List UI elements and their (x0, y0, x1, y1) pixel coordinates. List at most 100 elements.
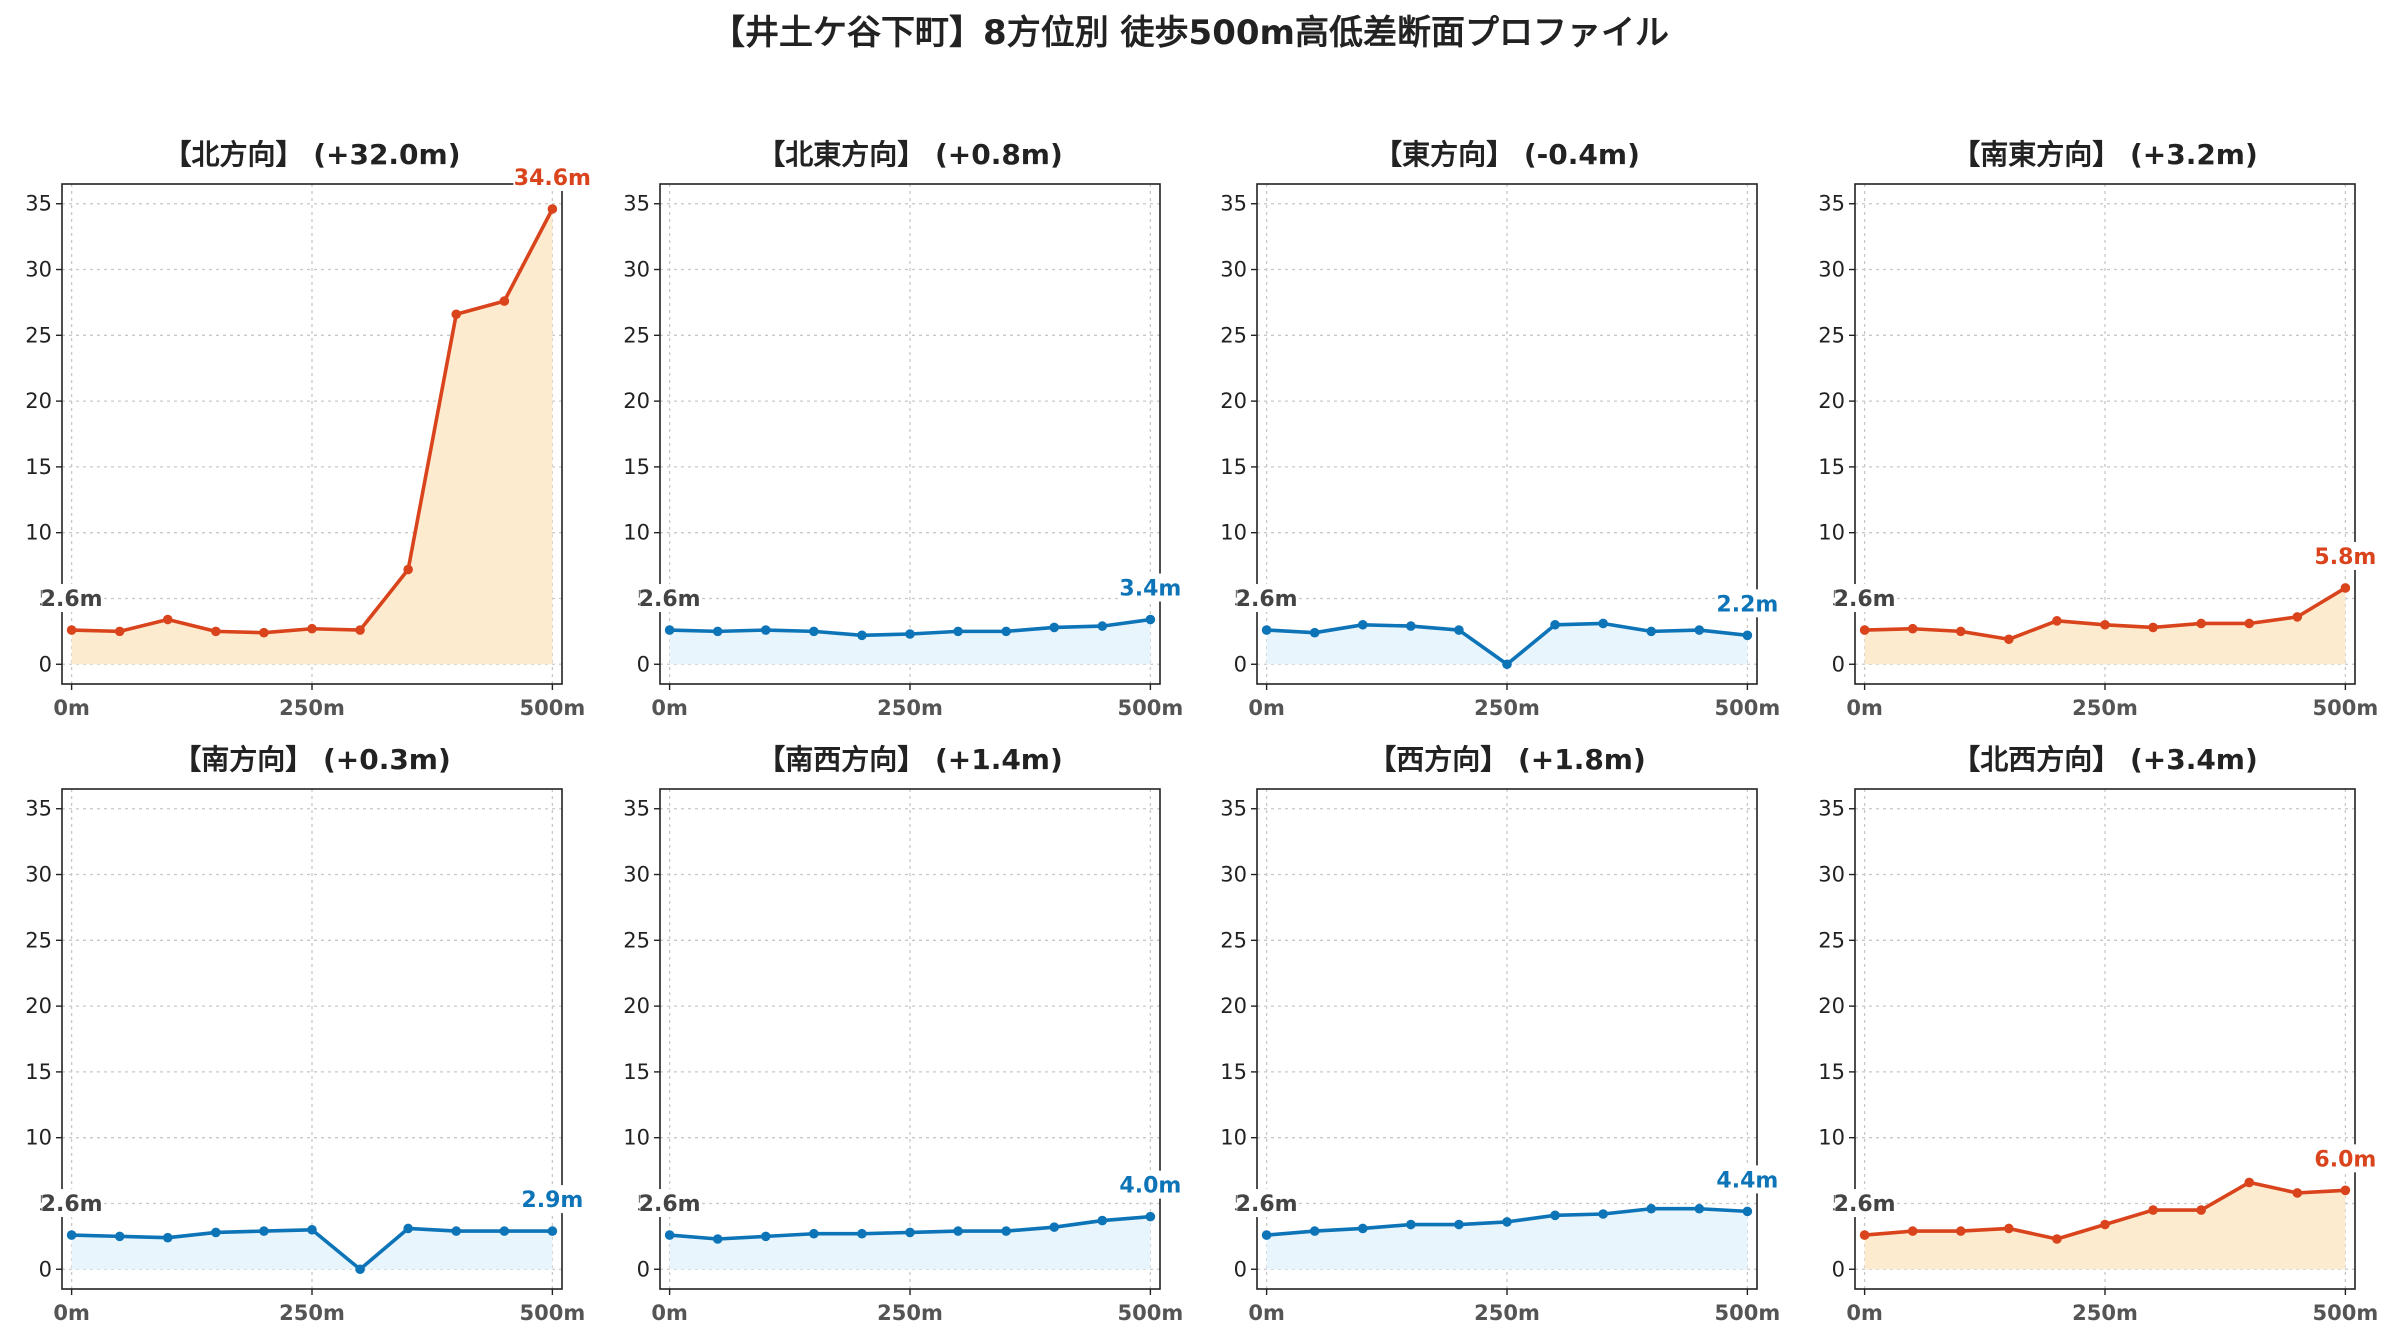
y-tick-label: 15 (1220, 455, 1247, 479)
area-fill (1266, 623, 1748, 665)
data-point (1859, 1230, 1870, 1240)
area-fill (71, 209, 553, 665)
x-tick-label: 250m (1474, 1301, 1540, 1325)
y-tick-label: 30 (25, 258, 52, 282)
data-point (403, 1223, 413, 1234)
data-point (66, 1230, 77, 1240)
data-point (664, 1230, 675, 1240)
y-tick-label: 0 (1832, 652, 1845, 676)
data-point (307, 623, 317, 634)
data-point (1646, 1203, 1657, 1214)
y-tick-label: 20 (623, 994, 650, 1018)
panel-8: 【北西方向】 (+3.4m)051015202530350m250m500m2.… (1818, 743, 2378, 1325)
data-point (259, 627, 269, 638)
data-point (1357, 1223, 1368, 1234)
start-label-bg (1834, 1189, 1895, 1218)
panel-title: 【北西方向】 (+3.4m) (1952, 743, 2258, 776)
data-point (547, 1226, 558, 1236)
data-point (1261, 625, 1272, 635)
data-point (2004, 1223, 2014, 1234)
y-tick-label: 10 (25, 521, 52, 545)
data-point (1454, 625, 1464, 635)
data-point (2100, 619, 2110, 630)
figure-title: 【井土ケ谷下町】8方位別 徒歩500m高低差断面プロファイル (711, 13, 1669, 53)
data-point (1454, 1219, 1464, 1230)
y-tick-label: 20 (623, 389, 650, 413)
data-point (760, 1231, 771, 1242)
y-tick-label: 20 (25, 994, 52, 1018)
data-point (664, 625, 675, 635)
end-label: 5.8m (2314, 545, 2376, 570)
panel-title: 【南方向】 (+0.3m) (173, 743, 451, 776)
data-point (1859, 625, 1870, 635)
end-label: 34.6m (514, 166, 591, 191)
y-tick-label: 25 (623, 323, 650, 347)
y-tick-label: 10 (1818, 1126, 1845, 1150)
start-label: 2.6m (1834, 1192, 1896, 1217)
grid (660, 789, 1160, 1289)
data-point (114, 1231, 125, 1242)
y-tick-label: 10 (25, 1126, 52, 1150)
data-point (2340, 1185, 2351, 1196)
y-tick-label: 25 (1220, 323, 1247, 347)
y-tick-label: 35 (25, 797, 52, 821)
y-tick-label: 35 (623, 192, 650, 216)
data-point (307, 1224, 317, 1235)
grid (1855, 184, 2355, 684)
y-tick-label: 30 (1220, 258, 1247, 282)
y-tick-label: 10 (1818, 521, 1845, 545)
data-point (1309, 1226, 1320, 1236)
y-tick-label: 0 (39, 652, 52, 676)
end-label-bg (1118, 573, 1183, 602)
start-label-bg (1236, 1189, 1297, 1218)
data-point (451, 1226, 462, 1236)
data-point (259, 1226, 269, 1236)
y-tick-label: 0 (1234, 1257, 1247, 1281)
x-tick-label: 250m (877, 1301, 943, 1325)
axes-frame (1854, 183, 2356, 685)
data-point (2292, 612, 2303, 622)
data-point (1357, 619, 1368, 630)
data-point (1598, 1209, 1608, 1219)
panel-1: 【北方向】 (+32.0m)051015202530350m250m500m2.… (25, 138, 592, 720)
data-point (1261, 1230, 1272, 1240)
data-point (1001, 1226, 1011, 1236)
end-label: 4.0m (1119, 1174, 1181, 1199)
y-tick-label: 10 (623, 1126, 650, 1150)
data-point (857, 630, 867, 641)
data-point (2100, 1219, 2110, 1230)
start-label-bg (639, 1189, 700, 1218)
data-point (857, 1228, 867, 1239)
grid (62, 789, 562, 1289)
y-tick-label: 30 (623, 863, 650, 887)
y-tick-label: 30 (25, 863, 52, 887)
data-point (1502, 1217, 1512, 1227)
data-point (1598, 618, 1608, 629)
y-tick-label: 0 (1832, 1257, 1845, 1281)
start-label: 2.6m (1236, 587, 1298, 612)
data-point (2052, 616, 2062, 626)
data-point (2292, 1188, 2303, 1198)
area-fill (1266, 1208, 1748, 1270)
data-point (1097, 621, 1108, 631)
y-tick-label: 25 (25, 323, 52, 347)
panel-grid: 【北方向】 (+32.0m)051015202530350m250m500m2.… (25, 138, 2378, 1325)
y-tick-label: 25 (1220, 928, 1247, 952)
data-point (2052, 1234, 2062, 1244)
data-point (1550, 619, 1560, 630)
axes-frame (61, 788, 563, 1290)
data-point (1309, 627, 1320, 638)
x-tick-label: 500m (2313, 696, 2379, 720)
end-label-bg (1715, 1165, 1780, 1194)
x-tick-label: 250m (279, 1301, 345, 1325)
y-tick-label: 30 (623, 258, 650, 282)
data-point (211, 626, 221, 637)
y-tick-label: 15 (1818, 1060, 1845, 1084)
y-tick-label: 25 (25, 928, 52, 952)
x-tick-label: 0m (651, 696, 688, 720)
end-label: 4.4m (1716, 1168, 1778, 1193)
y-tick-label: 15 (1818, 455, 1845, 479)
end-label: 2.9m (521, 1188, 583, 1213)
data-point (953, 1226, 963, 1236)
